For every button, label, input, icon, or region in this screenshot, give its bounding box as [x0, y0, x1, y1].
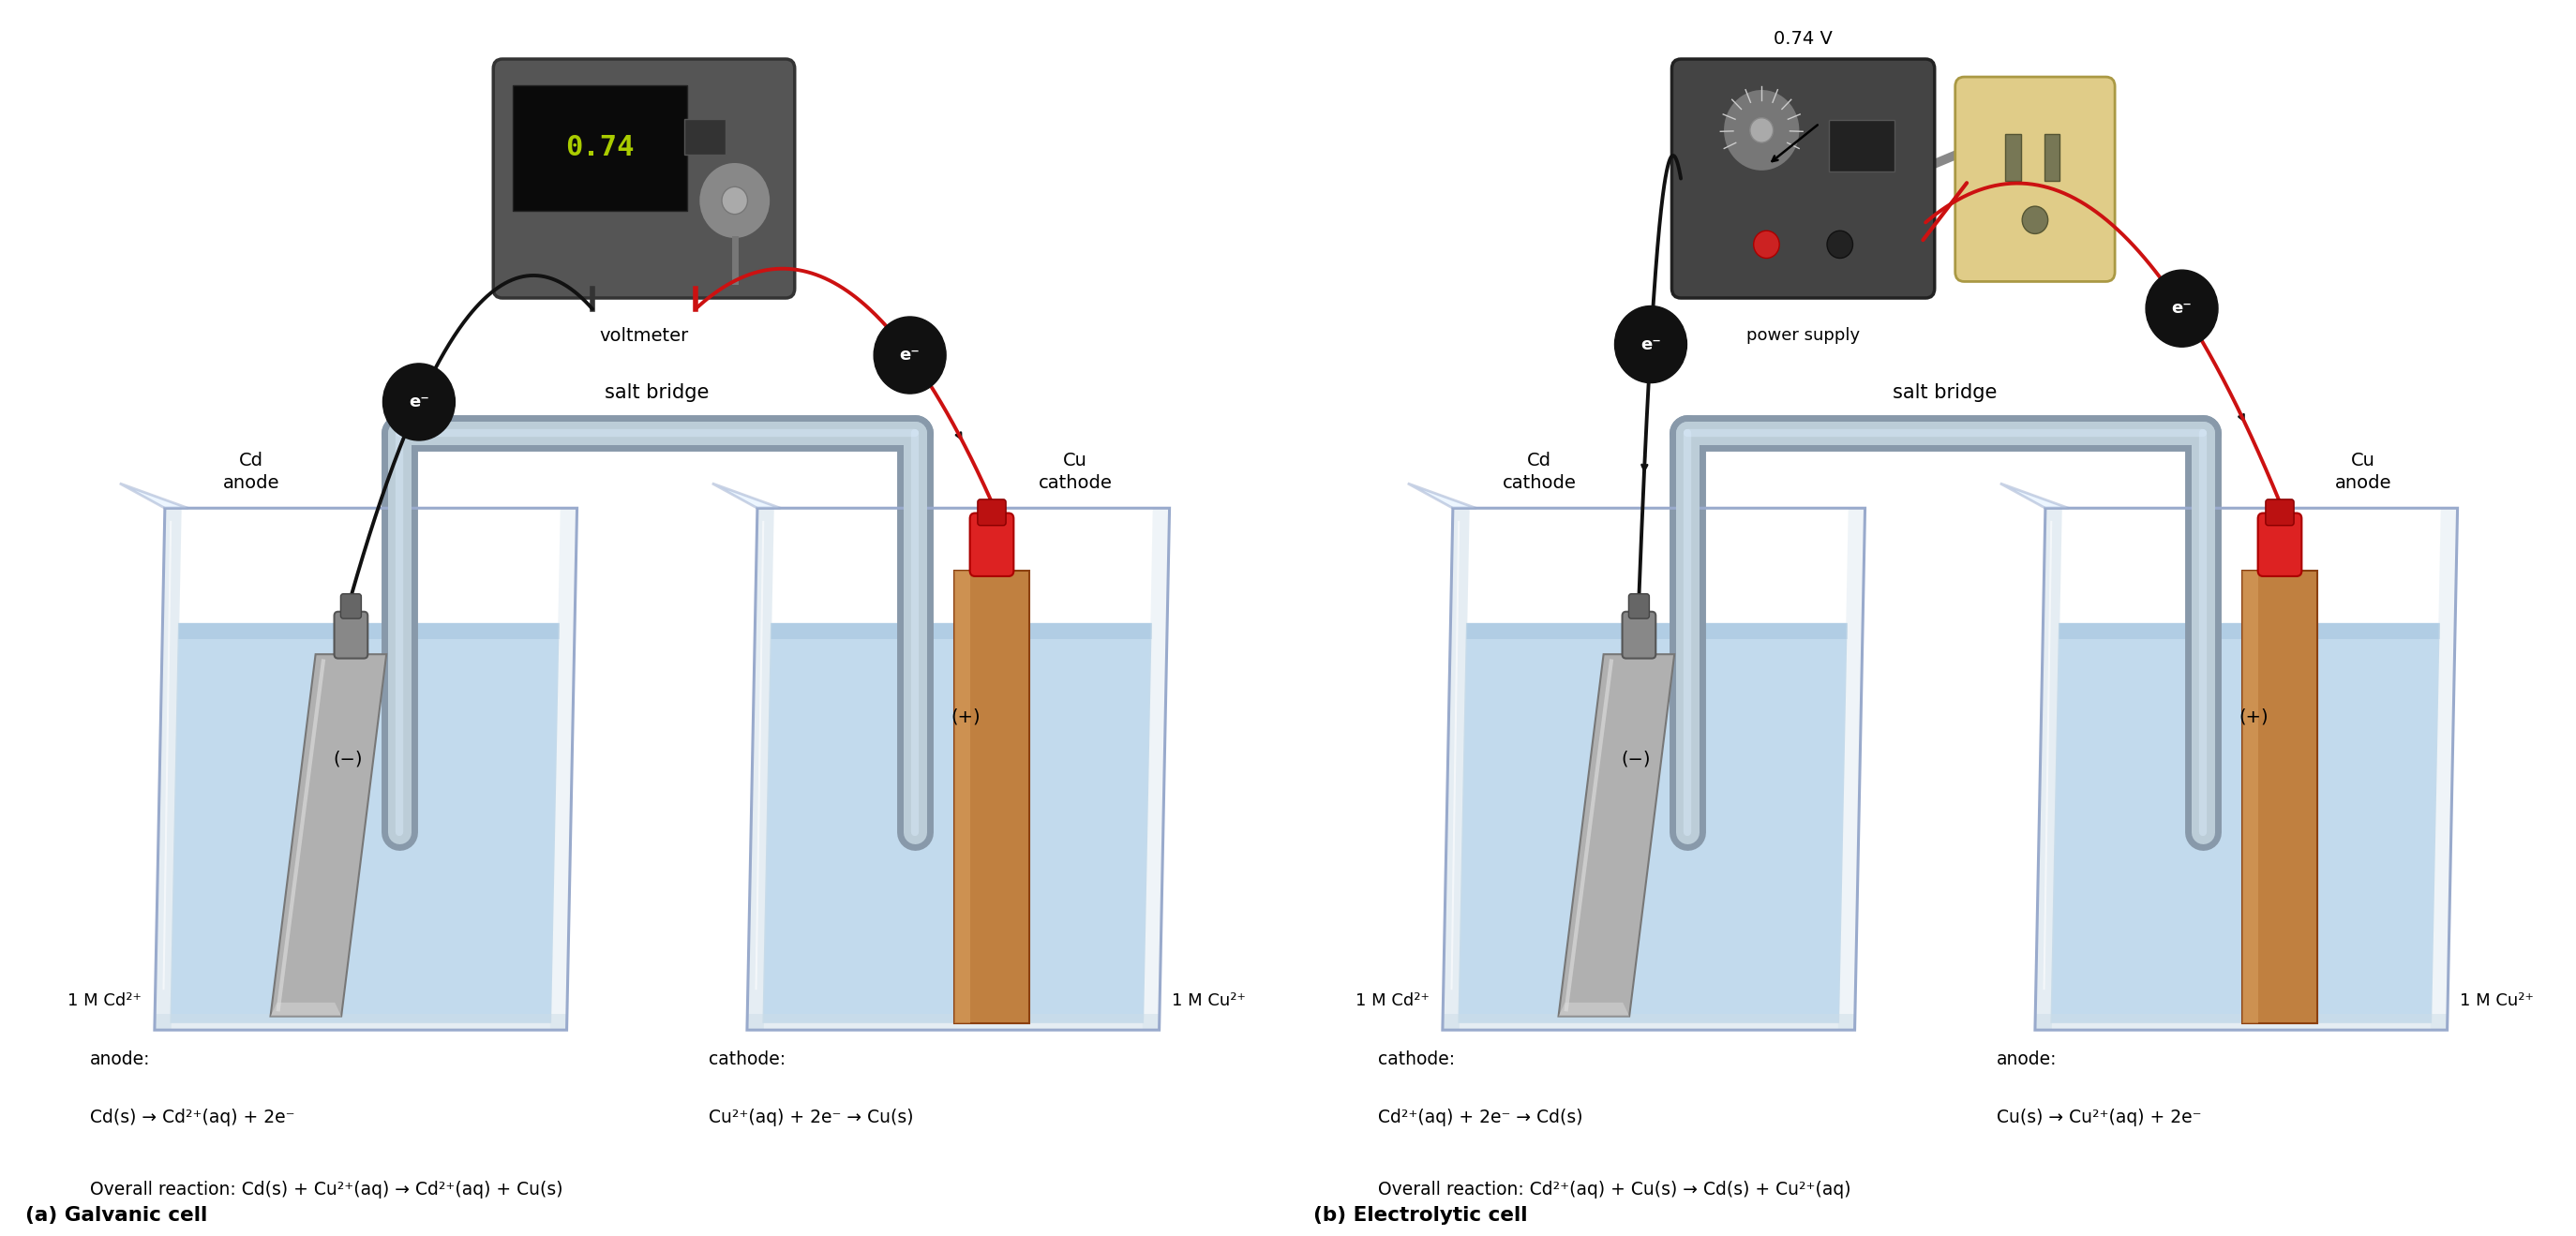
Circle shape — [1754, 231, 1780, 258]
Circle shape — [698, 162, 770, 239]
Text: Cd
anode: Cd anode — [222, 452, 281, 492]
Polygon shape — [1839, 508, 1865, 1030]
Text: Overall reaction: Cd²⁺(aq) + Cu(s) → Cd(s) + Cu²⁺(aq): Overall reaction: Cd²⁺(aq) + Cu(s) → Cd(… — [1378, 1182, 1852, 1199]
Text: 1 M Cu²⁺: 1 M Cu²⁺ — [1172, 993, 1247, 1010]
Text: 0.74: 0.74 — [567, 135, 634, 162]
Polygon shape — [1144, 508, 1170, 1030]
Circle shape — [721, 187, 747, 214]
Polygon shape — [2050, 623, 2439, 1023]
Text: anode:: anode: — [90, 1051, 149, 1068]
Text: (−): (−) — [1620, 750, 1651, 768]
Text: cathode:: cathode: — [708, 1051, 786, 1068]
Polygon shape — [2002, 483, 2069, 508]
Polygon shape — [2035, 1014, 2447, 1030]
Text: (+): (+) — [2239, 708, 2269, 726]
Text: e⁻: e⁻ — [410, 393, 430, 410]
Polygon shape — [2432, 508, 2458, 1030]
Polygon shape — [1558, 1002, 1631, 1016]
FancyBboxPatch shape — [2267, 499, 2295, 525]
FancyBboxPatch shape — [340, 593, 361, 618]
FancyBboxPatch shape — [2259, 513, 2303, 576]
Text: (−): (−) — [332, 750, 363, 768]
Polygon shape — [2035, 508, 2063, 1030]
Text: Cu(s) → Cu²⁺(aq) + 2e⁻: Cu(s) → Cu²⁺(aq) + 2e⁻ — [1996, 1109, 2202, 1126]
FancyBboxPatch shape — [335, 612, 368, 659]
Polygon shape — [747, 508, 775, 1030]
Text: Cd
cathode: Cd cathode — [1502, 452, 1577, 492]
Circle shape — [1826, 231, 1852, 258]
FancyBboxPatch shape — [979, 499, 1005, 525]
FancyBboxPatch shape — [1955, 77, 2115, 282]
Text: salt bridge: salt bridge — [605, 383, 708, 403]
Polygon shape — [2058, 623, 2439, 639]
Text: (a) Galvanic cell: (a) Galvanic cell — [26, 1206, 209, 1225]
Text: (+): (+) — [951, 708, 981, 726]
Text: 1 M Cd²⁺: 1 M Cd²⁺ — [1355, 993, 1430, 1010]
Polygon shape — [714, 483, 781, 508]
Polygon shape — [770, 623, 1151, 639]
Polygon shape — [1406, 483, 1476, 508]
Text: e⁻: e⁻ — [1641, 336, 1662, 352]
FancyBboxPatch shape — [513, 85, 688, 210]
Text: Cd²⁺(aq) + 2e⁻ → Cd(s): Cd²⁺(aq) + 2e⁻ → Cd(s) — [1378, 1109, 1584, 1126]
Polygon shape — [1443, 1014, 1855, 1030]
Polygon shape — [762, 623, 1151, 1023]
Polygon shape — [1466, 623, 1847, 639]
Circle shape — [1723, 89, 1801, 172]
Polygon shape — [1558, 654, 1674, 1016]
Polygon shape — [155, 508, 180, 1030]
Text: Overall reaction: Cd(s) + Cu²⁺(aq) → Cd²⁺(aq) + Cu(s): Overall reaction: Cd(s) + Cu²⁺(aq) → Cd²… — [90, 1182, 564, 1199]
FancyBboxPatch shape — [2045, 133, 2061, 180]
Circle shape — [1615, 307, 1687, 383]
Polygon shape — [118, 483, 188, 508]
FancyBboxPatch shape — [1672, 59, 1935, 298]
Polygon shape — [170, 623, 559, 1023]
Text: cathode:: cathode: — [1378, 1051, 1455, 1068]
Polygon shape — [2241, 571, 2259, 1023]
Text: e⁻: e⁻ — [899, 347, 920, 363]
Polygon shape — [1458, 623, 1847, 1023]
Text: Cu²⁺(aq) + 2e⁻ → Cu(s): Cu²⁺(aq) + 2e⁻ → Cu(s) — [708, 1109, 914, 1126]
Text: Cu
cathode: Cu cathode — [1038, 452, 1113, 492]
Circle shape — [384, 363, 456, 440]
Circle shape — [1749, 117, 1772, 142]
Text: 0.74 V: 0.74 V — [1775, 30, 1832, 48]
Text: salt bridge: salt bridge — [1893, 383, 1996, 403]
Polygon shape — [270, 1002, 340, 1016]
Text: power supply: power supply — [1747, 326, 1860, 344]
FancyBboxPatch shape — [971, 513, 1015, 576]
Polygon shape — [155, 1014, 567, 1030]
FancyBboxPatch shape — [495, 59, 796, 298]
Polygon shape — [551, 508, 577, 1030]
Text: anode:: anode: — [1996, 1051, 2056, 1068]
Polygon shape — [747, 1014, 1159, 1030]
Circle shape — [2146, 269, 2218, 347]
Circle shape — [873, 316, 945, 393]
FancyBboxPatch shape — [2007, 133, 2022, 180]
Text: Cd(s) → Cd²⁺(aq) + 2e⁻: Cd(s) → Cd²⁺(aq) + 2e⁻ — [90, 1109, 296, 1126]
FancyBboxPatch shape — [1623, 612, 1656, 659]
Polygon shape — [2241, 571, 2318, 1023]
Polygon shape — [1443, 508, 1468, 1030]
Text: e⁻: e⁻ — [2172, 300, 2192, 316]
FancyBboxPatch shape — [1628, 593, 1649, 618]
Text: 1 M Cd²⁺: 1 M Cd²⁺ — [67, 993, 142, 1010]
Text: 1 M Cu²⁺: 1 M Cu²⁺ — [2460, 993, 2535, 1010]
Polygon shape — [270, 654, 386, 1016]
Text: Cu
anode: Cu anode — [2334, 452, 2393, 492]
Text: (b) Electrolytic cell: (b) Electrolytic cell — [1314, 1206, 1528, 1225]
Polygon shape — [953, 571, 1030, 1023]
Polygon shape — [178, 623, 559, 639]
Polygon shape — [953, 571, 971, 1023]
FancyBboxPatch shape — [685, 119, 726, 154]
Text: voltmeter: voltmeter — [600, 326, 688, 345]
FancyBboxPatch shape — [1829, 120, 1893, 172]
Circle shape — [2022, 206, 2048, 234]
